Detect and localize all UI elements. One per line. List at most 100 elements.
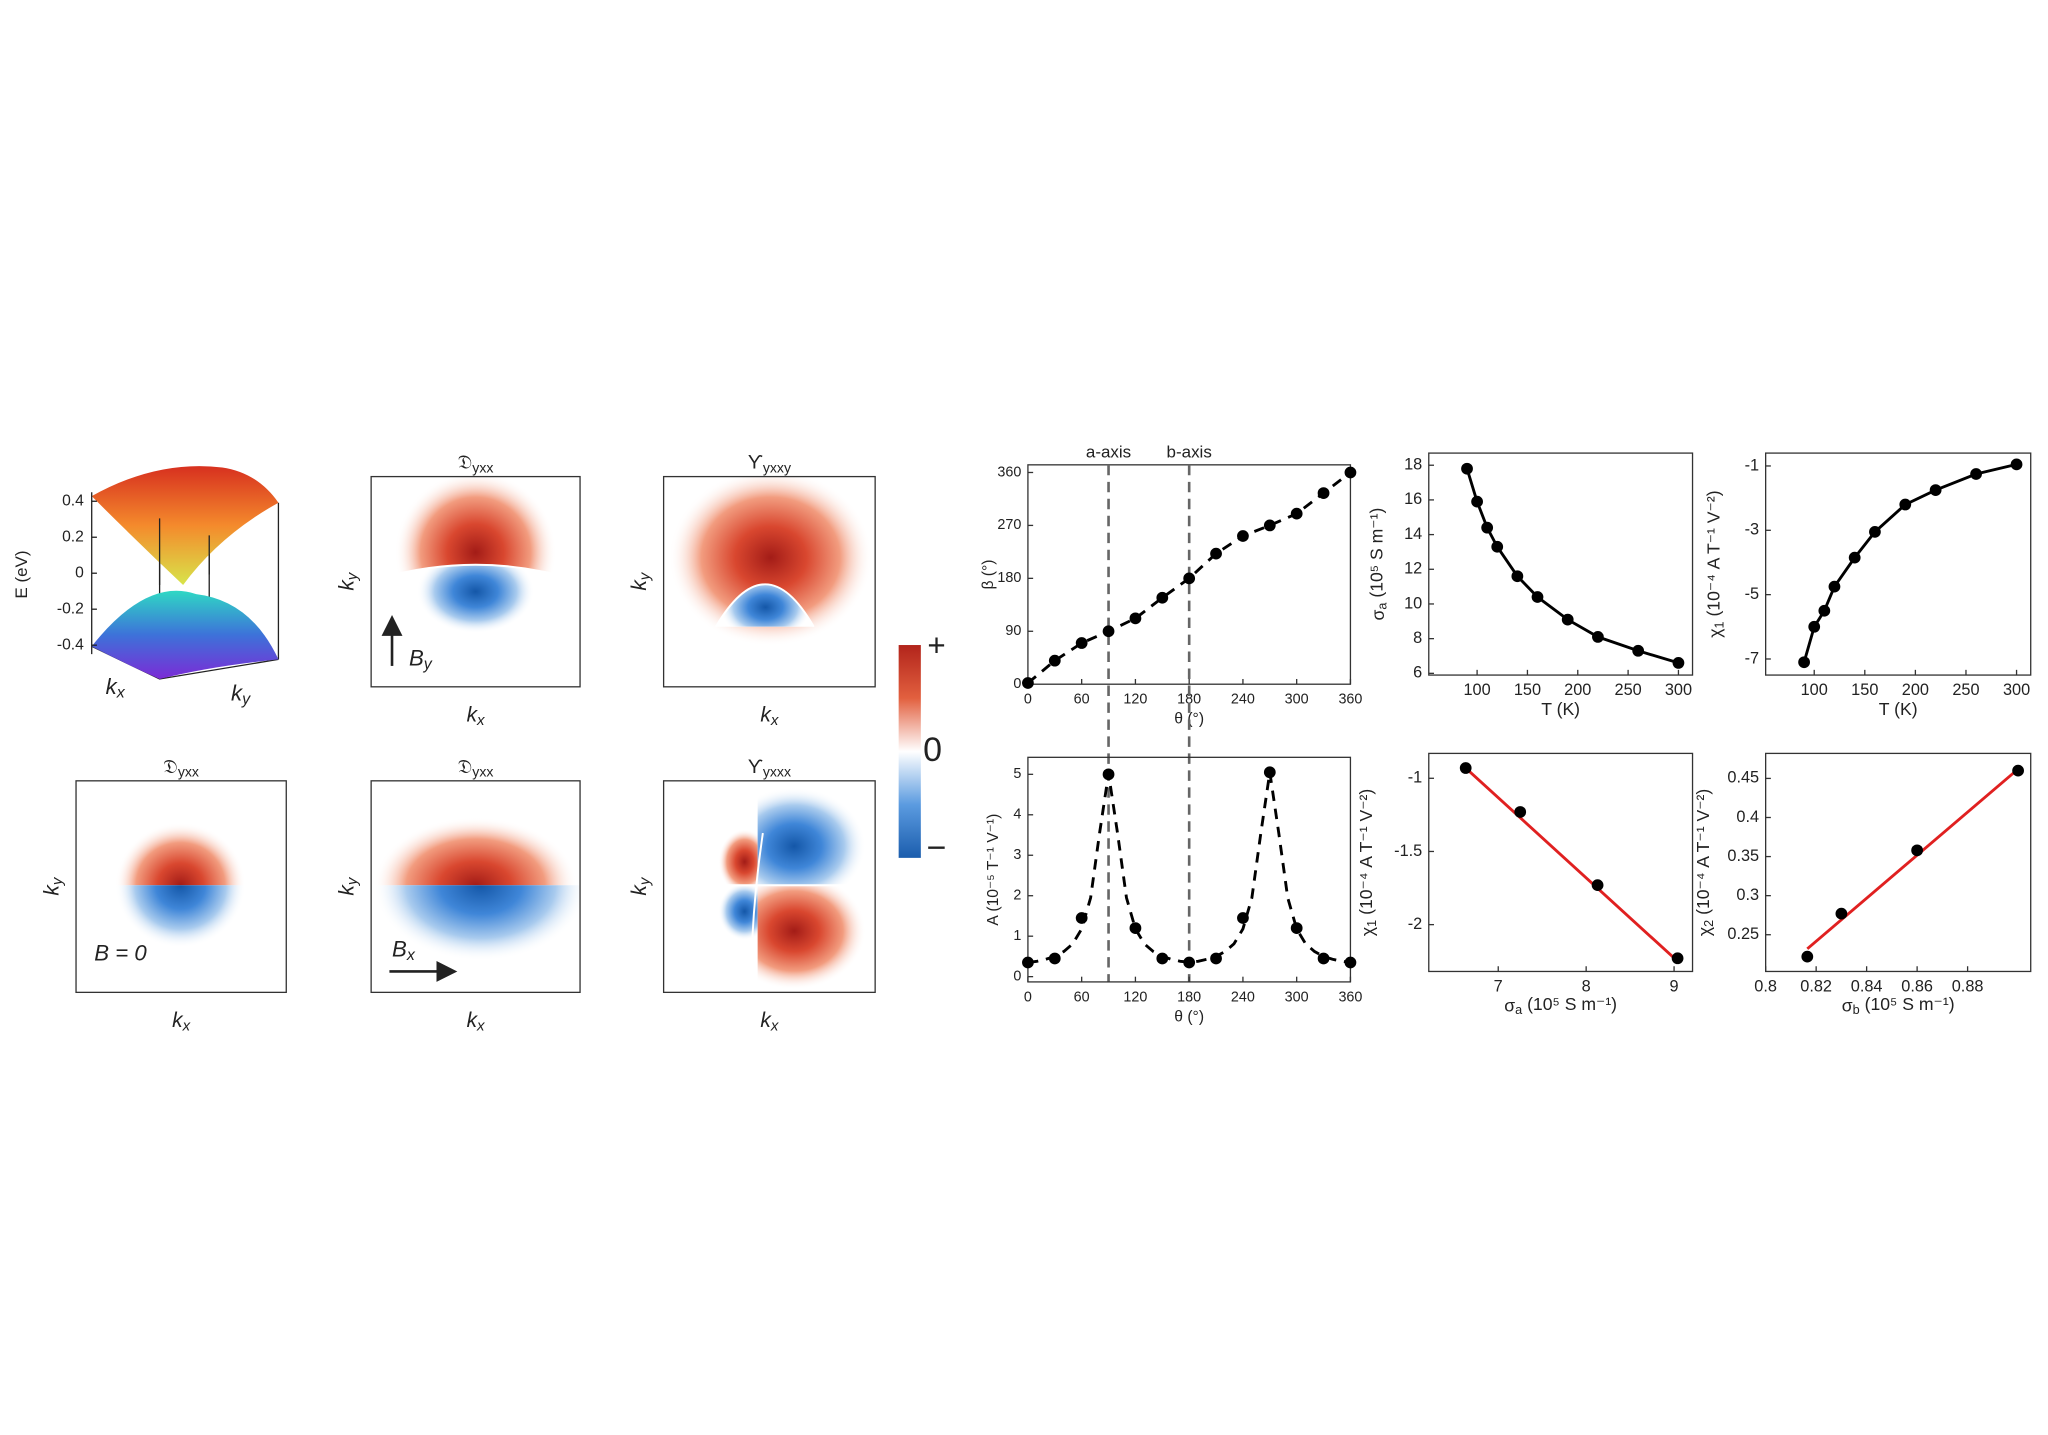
data-point xyxy=(1591,879,1604,891)
text-part: y xyxy=(636,571,653,581)
text-part: σ xyxy=(1504,995,1515,1015)
x-tick-label: 0.86 xyxy=(1901,977,1933,995)
x-tick-label: 0 xyxy=(1024,692,1032,708)
text-part: 1 xyxy=(1366,920,1380,927)
y-tick-label: 14 xyxy=(1404,525,1422,543)
text-part: y xyxy=(423,656,433,673)
text-part: yxx xyxy=(472,763,493,779)
band-surface xyxy=(91,466,280,680)
panel-title: 𝔇yxx xyxy=(458,756,494,779)
y-axis-label: σa (10⁵ S m⁻¹) xyxy=(1366,508,1390,621)
y-axis-label: ky xyxy=(628,876,654,895)
data-point xyxy=(1828,580,1841,593)
y-tick-label: -0.2 xyxy=(57,600,84,617)
text-part: k xyxy=(760,703,772,726)
x-tick-label: 250 xyxy=(1952,681,1979,699)
x-axis-label: kx xyxy=(760,1009,778,1035)
annotation: Bx xyxy=(392,936,416,964)
data-point xyxy=(1237,530,1249,542)
data-point xyxy=(1491,540,1504,553)
data-point xyxy=(1344,466,1357,479)
annotation: B = 0 xyxy=(94,940,147,965)
y-tick-label: -1 xyxy=(1408,769,1423,787)
text-part: 𝔇 xyxy=(458,452,473,474)
data-point xyxy=(2012,764,2024,777)
x-tick-label: 7 xyxy=(1494,977,1503,995)
data-point xyxy=(1592,631,1604,643)
x-tick-label: 120 xyxy=(1123,989,1147,1005)
text-part: x xyxy=(770,1017,779,1034)
x-tick-label: 9 xyxy=(1670,977,1679,995)
x-tick-label: 360 xyxy=(1338,989,1362,1005)
y-tick-label: 5 xyxy=(1013,766,1021,782)
text-part: x xyxy=(476,712,485,729)
x-tick-label: 8 xyxy=(1582,977,1591,995)
y-tick-label: 0.4 xyxy=(62,492,84,509)
x-axis-label: kx xyxy=(760,703,778,729)
data-point xyxy=(1317,952,1330,965)
plot-frame xyxy=(1428,752,1694,973)
y-tick-label: -0.4 xyxy=(57,636,84,653)
x-tick-label: 120 xyxy=(1123,692,1147,708)
y-tick-label: 12 xyxy=(1404,560,1422,578)
series-line xyxy=(1802,462,2017,663)
y-tick-label: 360 xyxy=(997,464,1021,480)
x-tick-label: 0.82 xyxy=(1800,977,1832,995)
data-point xyxy=(1911,844,1923,857)
data-point xyxy=(1818,604,1831,617)
panel-title: ϒyxxy xyxy=(748,452,792,475)
data-point xyxy=(1899,498,1912,511)
y-axis-label: E (eV) xyxy=(12,550,31,598)
y-tick-label: -7 xyxy=(1745,649,1760,667)
y-tick-label: 0 xyxy=(1013,676,1021,692)
reference-label: a-axis xyxy=(1086,443,1131,462)
y-axis-label: χ1 (10⁻⁴ A T⁻¹ V⁻²) xyxy=(1356,789,1380,936)
text-part: ϒ xyxy=(748,756,763,778)
data-point xyxy=(1848,551,1861,564)
data-point xyxy=(1801,950,1814,963)
text-part: y xyxy=(49,876,66,886)
data-point xyxy=(1129,922,1142,934)
text-part: k xyxy=(467,703,479,726)
y-tick-label: 0 xyxy=(75,564,84,581)
panel-title: ϒyxxx xyxy=(748,756,791,779)
text-part: χ xyxy=(1694,926,1714,936)
x-tick-label: 100 xyxy=(1463,681,1490,699)
data-point xyxy=(1869,526,1881,538)
data-point xyxy=(1048,952,1061,965)
x-tick-label: 150 xyxy=(1851,681,1878,699)
text-part: k xyxy=(40,884,63,896)
y-axis-label: A (10⁻⁵ T⁻¹ V⁻¹) xyxy=(985,814,1002,926)
x-tick-label: 360 xyxy=(1338,692,1362,708)
data-point xyxy=(1129,612,1142,625)
data-point xyxy=(1022,677,1034,689)
x-tick-label: 0.84 xyxy=(1851,977,1883,995)
text-part: k xyxy=(628,579,651,591)
data-point xyxy=(1183,572,1196,585)
y-tick-label: -2 xyxy=(1408,915,1423,933)
data-point xyxy=(1511,570,1524,583)
series-line xyxy=(1806,767,2020,950)
y-tick-label: -5 xyxy=(1745,585,1760,603)
data-point xyxy=(1290,922,1303,934)
y-tick-label: 10 xyxy=(1404,594,1422,612)
data-point xyxy=(1561,613,1574,626)
data-point xyxy=(1471,495,1483,508)
data-point xyxy=(1671,952,1684,965)
text-part: σ xyxy=(1368,609,1388,620)
colorbar-label: − xyxy=(927,829,947,867)
text-part: 𝔇 xyxy=(458,756,473,778)
data-point xyxy=(1459,762,1472,774)
text-part: y xyxy=(344,571,361,581)
y-tick-label: 0.35 xyxy=(1727,847,1759,865)
x-tick-label: 240 xyxy=(1231,989,1255,1005)
y-tick-label: 4 xyxy=(1013,807,1021,823)
z-axis-label: ky xyxy=(231,681,251,709)
y-tick-label: 3 xyxy=(1013,847,1021,863)
heatmap xyxy=(662,780,876,994)
plot-frame xyxy=(1765,452,2032,676)
annotation: By xyxy=(409,645,433,673)
text-part: b xyxy=(1853,1004,1860,1018)
y-tick-label: 0.2 xyxy=(62,528,84,545)
text-part: χ xyxy=(1705,628,1725,638)
